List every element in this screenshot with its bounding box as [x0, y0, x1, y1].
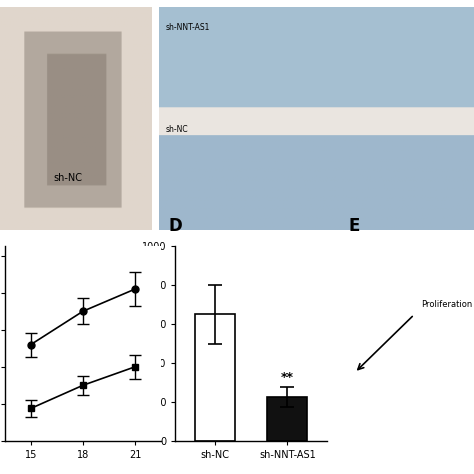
- Y-axis label: Tumor weight (mg): Tumor weight (mg): [129, 294, 139, 393]
- Text: E: E: [348, 217, 360, 235]
- Bar: [195, 315, 235, 441]
- Text: sh-NC: sh-NC: [165, 125, 188, 134]
- Text: Proliferation: Proliferation: [421, 300, 472, 309]
- Text: sh-NC: sh-NC: [53, 173, 82, 183]
- Text: sh-NNT-AS1: sh-NNT-AS1: [165, 23, 210, 32]
- Text: D: D: [168, 217, 182, 235]
- Bar: [267, 397, 307, 441]
- Text: **: **: [281, 371, 294, 384]
